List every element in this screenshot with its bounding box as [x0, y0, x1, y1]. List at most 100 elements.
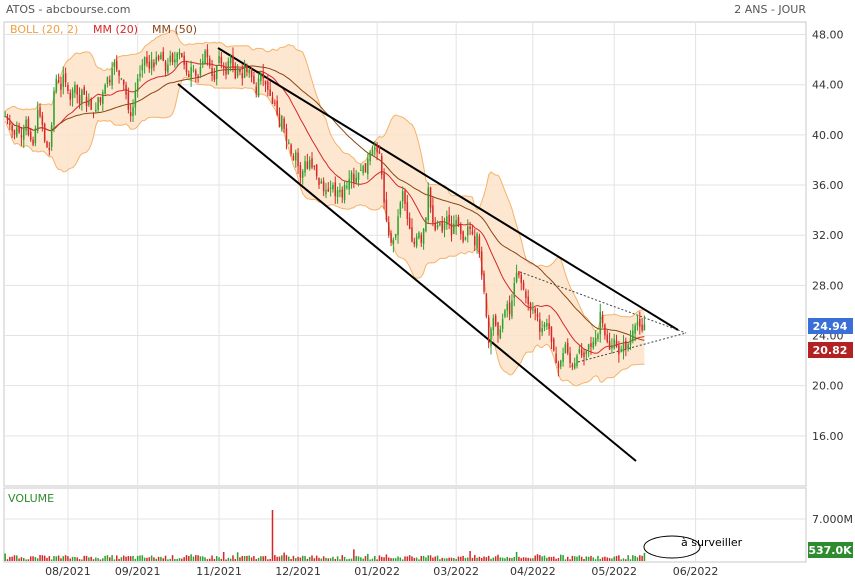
volume-bar [278, 556, 281, 561]
volume-bar [429, 555, 432, 561]
candle-body [25, 119, 27, 131]
candle-body [583, 352, 585, 357]
volume-bar [257, 557, 260, 561]
y-axis: 16.0020.0024.0028.0032.0036.0040.0044.00… [812, 29, 844, 443]
candle-body [171, 53, 174, 63]
volume-bar [271, 510, 274, 561]
candlesticks [4, 44, 646, 377]
candle-body [571, 364, 574, 367]
candle-body [274, 102, 276, 104]
volume-bar [48, 556, 51, 561]
candle-body [43, 123, 46, 142]
volume-bar [550, 557, 553, 561]
candle-body [566, 342, 569, 354]
volume-bar [250, 557, 253, 561]
candle-body [450, 223, 453, 236]
candle-body [127, 92, 130, 110]
candle-body [513, 282, 516, 298]
volume-bar [174, 559, 176, 561]
volume-bar [632, 555, 634, 561]
low-price-value: 20.82 [813, 344, 848, 357]
volume-bar [611, 558, 613, 561]
candle-body [460, 224, 462, 234]
volume-bar [204, 557, 206, 561]
volume-bar [615, 555, 618, 561]
volume-bar [306, 558, 309, 561]
candle-body [50, 124, 53, 148]
candle-body [57, 80, 60, 83]
candle-body [559, 360, 562, 367]
volume-bar [487, 555, 490, 561]
volume-bar [211, 555, 213, 561]
candle-body [227, 60, 230, 74]
candle-body [18, 126, 20, 133]
candle-body [541, 327, 543, 333]
candle-body [281, 116, 283, 129]
volume-bar [195, 555, 197, 561]
volume-bar [23, 557, 25, 561]
volume-bar [229, 558, 232, 561]
candle-body [109, 79, 111, 83]
candle-body [176, 53, 178, 63]
chart-title: ATOS - abcbourse.com [6, 3, 130, 16]
volume-bar [494, 556, 497, 561]
volume-bar [367, 553, 369, 561]
candle-body [278, 113, 281, 128]
volume-last-badge [808, 542, 853, 558]
candle-body [394, 233, 397, 238]
candle-body [141, 64, 144, 71]
candle-body [294, 152, 297, 161]
candle-body [464, 237, 467, 240]
candle-body [308, 159, 311, 169]
candle-body [306, 161, 309, 169]
candle-body [490, 329, 492, 347]
candle-body [178, 52, 181, 55]
volume-bar [167, 559, 169, 561]
volume-bar [529, 558, 532, 561]
candle-body [360, 169, 362, 171]
candle-body [81, 89, 83, 104]
candle-body [362, 166, 364, 173]
volume-bar [95, 557, 97, 561]
candle-body [573, 363, 576, 369]
volume-bar [457, 556, 460, 561]
volume-bar [53, 556, 55, 561]
volume-bar [227, 557, 230, 561]
y-tick-label: 16.00 [812, 430, 844, 443]
candle-body [253, 76, 255, 84]
candle-body [9, 122, 11, 125]
candle-body [190, 67, 192, 80]
candle-body [434, 222, 436, 231]
volume-bar [569, 559, 571, 561]
candle-body [492, 317, 495, 331]
volume-bar [13, 555, 16, 561]
candle-body [48, 147, 51, 150]
candle-body [78, 95, 81, 104]
volume-bar [76, 557, 78, 561]
candle-body [199, 67, 202, 75]
candle-body [32, 139, 34, 145]
volume-bar [188, 556, 190, 561]
candle-body [555, 353, 557, 364]
volume-bar [171, 555, 174, 561]
x-tick-label: 08/2021 [45, 565, 91, 578]
volume-bar [315, 555, 318, 561]
candle-body [436, 225, 439, 228]
volume-bar [109, 557, 111, 561]
candle-body [41, 115, 44, 125]
volume-bar [594, 559, 597, 561]
candle-body [536, 314, 539, 317]
candle-body [55, 78, 58, 92]
candle-body [23, 128, 25, 140]
volume-bar [141, 555, 144, 561]
y-tick-label: 44.00 [812, 79, 844, 92]
candle-body [64, 73, 67, 83]
candle-body [339, 190, 341, 193]
candle-body [632, 330, 634, 341]
volume-bar [473, 555, 476, 561]
grid-lines [4, 22, 806, 562]
volume-bar [608, 558, 611, 561]
volume-bar [501, 557, 504, 561]
candle-body [6, 117, 9, 120]
